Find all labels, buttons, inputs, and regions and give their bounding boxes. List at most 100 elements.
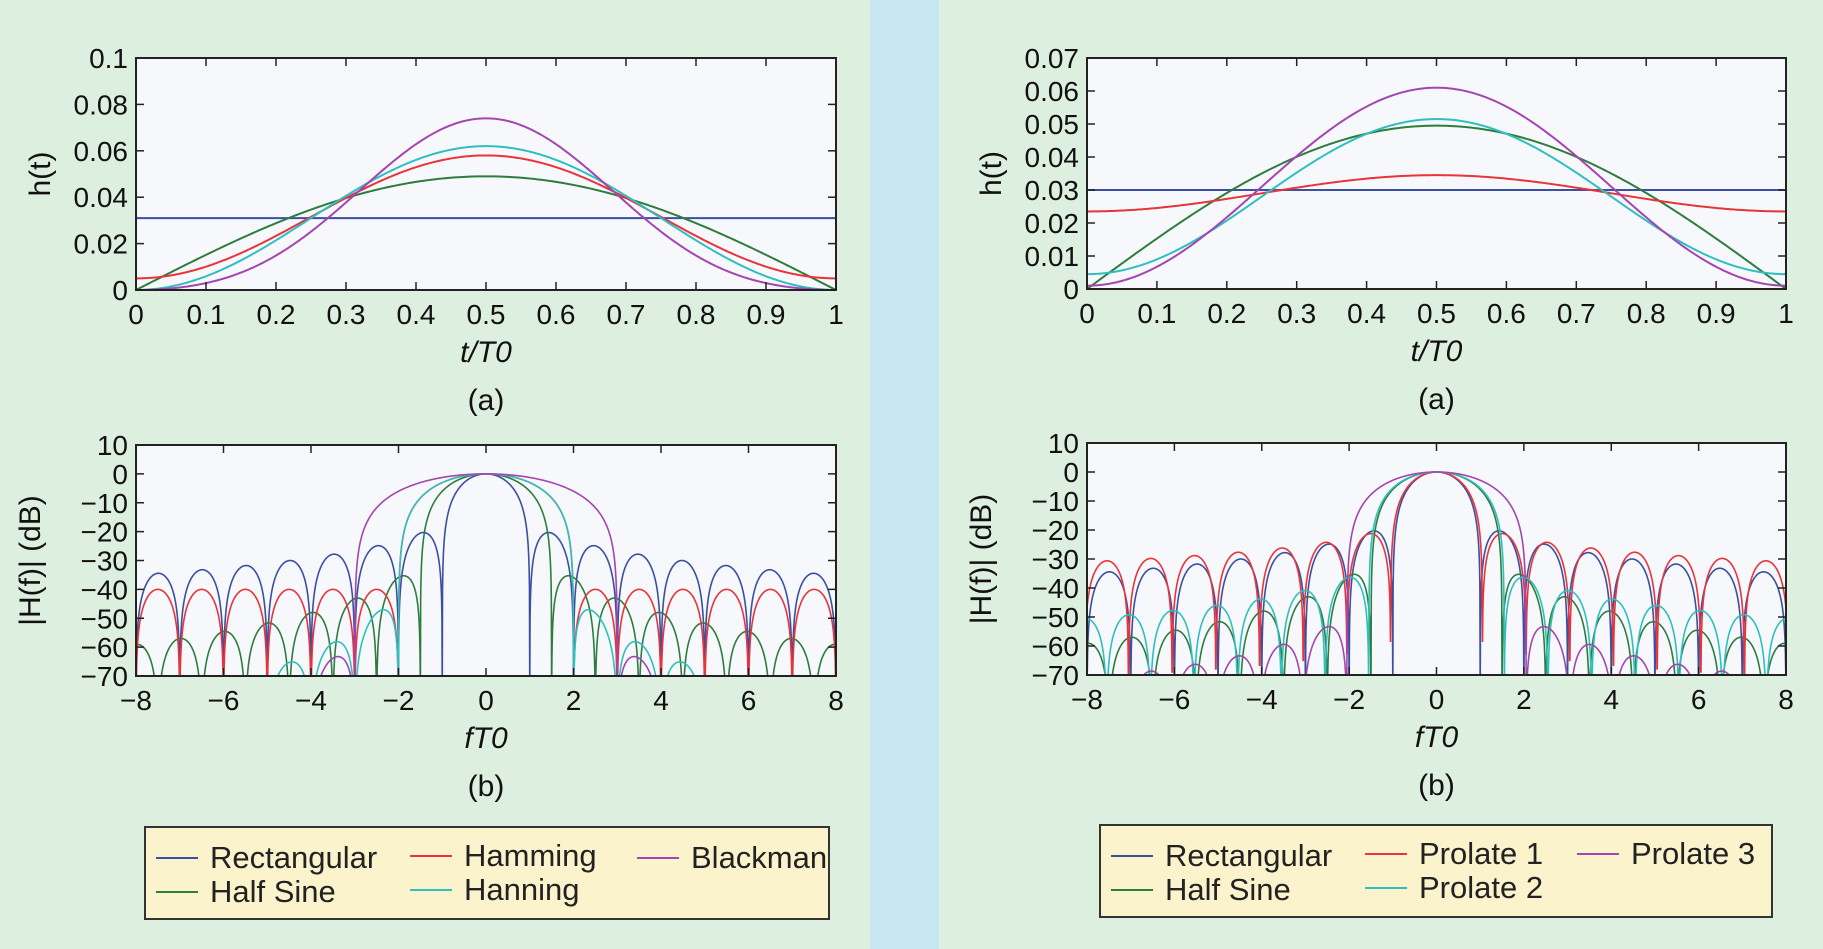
x-tick-label: 0.7 — [607, 299, 646, 330]
legend-label: Half Sine — [210, 874, 336, 909]
y-tick-label: 0.07 — [1025, 43, 1080, 74]
x-tick-label: 0.2 — [257, 299, 296, 330]
y-tick-label: −70 — [1032, 660, 1080, 691]
legend-swatch — [1111, 855, 1153, 857]
legend-label: Hanning — [464, 872, 580, 907]
y-tick-label: −20 — [1032, 515, 1080, 546]
x-tick-label: 0.3 — [327, 299, 366, 330]
x-tick-label: 6 — [741, 685, 757, 716]
x-tick-label: 6 — [1691, 684, 1707, 715]
y-tick-label: −50 — [1032, 602, 1080, 633]
y-tick-label: −30 — [81, 546, 129, 577]
legend-label: Blackman — [691, 840, 828, 875]
x-tick-label: 0 — [1429, 684, 1445, 715]
y-tick-label: 0.08 — [74, 89, 129, 120]
legend-label: Prolate 1 — [1419, 836, 1544, 871]
legend-swatch — [1111, 889, 1153, 891]
x-tick-label: 1 — [1778, 298, 1794, 329]
legend-item-hamming: Hamming — [410, 838, 597, 874]
x-tick-label: −2 — [1333, 684, 1365, 715]
legend-item-hanning: Hanning — [410, 872, 579, 908]
legend-label: Hamming — [464, 838, 597, 873]
x-tick-label: −6 — [1158, 684, 1190, 715]
subplot-caption: (b) — [468, 770, 505, 803]
x-tick-label: 0 — [1079, 298, 1095, 329]
legend-swatch — [410, 889, 452, 891]
legend-item-half-sine: Half Sine — [1111, 872, 1291, 908]
y-tick-label: 0 — [1063, 457, 1079, 488]
chart-2: −8 −6 −4 −2 0 2 4 6 8100−10−20−30−40−50−60−70fT0… — [14, 430, 844, 803]
legend-swatch — [1577, 853, 1619, 855]
y-tick-label: −20 — [81, 517, 129, 548]
x-tick-label: 2 — [1516, 684, 1532, 715]
x-axis-label: t/T0 — [460, 336, 512, 369]
legend-swatch — [1365, 853, 1407, 855]
x-tick-label: 4 — [653, 685, 669, 716]
panel-divider — [870, 0, 939, 949]
y-tick-label: 0.03 — [1025, 175, 1080, 206]
x-tick-label: 0.5 — [467, 299, 506, 330]
subplot-caption: (b) — [1418, 769, 1455, 802]
left-legend: Rectangular Hamming Blackman Half Sine H… — [144, 826, 830, 920]
x-tick-label: 4 — [1603, 684, 1619, 715]
y-axis-label: h(t) — [975, 151, 1008, 196]
legend-item-blackman: Blackman — [637, 840, 827, 876]
legend-swatch — [1365, 887, 1407, 889]
x-axis-label: fT0 — [464, 722, 508, 755]
y-tick-label: 0.06 — [1025, 76, 1080, 107]
legend-label: Prolate 3 — [1631, 836, 1756, 871]
y-tick-label: 0.1 — [89, 43, 128, 74]
plot-area — [1087, 443, 1786, 675]
x-tick-label: 0.1 — [1137, 298, 1176, 329]
plot-area — [1087, 58, 1786, 289]
y-tick-label: 10 — [1048, 428, 1079, 459]
x-tick-label: 0.6 — [537, 299, 576, 330]
x-tick-label: 0.4 — [1347, 298, 1386, 329]
y-tick-label: −60 — [81, 632, 129, 663]
legend-item-prolate-1: Prolate 1 — [1365, 836, 1543, 872]
y-tick-label: −60 — [1032, 631, 1080, 662]
x-tick-label: 8 — [1778, 684, 1794, 715]
chart-1: 0 0.1 0.2 0.3 0.4 0.5 0.6 0.7 0.8 0.9 1 0 0.02 0.04 0.… — [24, 43, 844, 417]
x-tick-label: 0 — [128, 299, 144, 330]
x-tick-label: 0.1 — [187, 299, 226, 330]
y-tick-label: −50 — [81, 603, 129, 634]
y-tick-label: 0.02 — [1025, 208, 1080, 239]
series-prolate-3 — [1087, 86, 1786, 287]
subplot-caption: (a) — [1418, 383, 1455, 416]
series-prolate-3 — [1142, 471, 1731, 675]
x-tick-label: −6 — [208, 685, 240, 716]
y-tick-label: 10 — [97, 430, 128, 461]
x-tick-label: 2 — [566, 685, 582, 716]
y-tick-label: −70 — [81, 661, 129, 692]
x-tick-label: 0.7 — [1557, 298, 1596, 329]
series-half-sine — [1087, 124, 1786, 289]
x-tick-label: 0.2 — [1207, 298, 1246, 329]
series-hanning — [136, 145, 836, 290]
legend-item-prolate-2: Prolate 2 — [1365, 870, 1543, 906]
y-tick-label: 0.06 — [74, 136, 129, 167]
x-tick-label: 0.4 — [397, 299, 436, 330]
x-tick-label: 0.8 — [1627, 298, 1666, 329]
plot-area — [136, 445, 836, 676]
x-tick-label: 0.6 — [1487, 298, 1526, 329]
series-half-sine — [136, 175, 836, 290]
y-tick-label: 0.05 — [1025, 109, 1080, 140]
chart-3: 0 0.1 0.2 0.3 0.4 0.5 0.6 0.7 0.8 0.9 100.010.020.… — [975, 43, 1794, 416]
right-legend: Rectangular Prolate 1 Prolate 3 Half Sin… — [1099, 824, 1773, 918]
legend-swatch — [156, 857, 198, 859]
y-tick-label: −40 — [81, 574, 129, 605]
legend-label: Rectangular — [210, 840, 378, 875]
legend-swatch — [410, 855, 452, 857]
x-tick-label: 0.8 — [677, 299, 716, 330]
x-tick-label: 0.3 — [1277, 298, 1316, 329]
x-axis-label: fT0 — [1415, 721, 1459, 754]
legend-item-prolate-3: Prolate 3 — [1577, 836, 1755, 872]
x-axis-label: t/T0 — [1411, 335, 1463, 368]
y-tick-label: 0 — [1063, 274, 1079, 305]
x-tick-label: 0.5 — [1417, 298, 1456, 329]
series-prolate-1 — [1087, 174, 1786, 213]
x-tick-label: 0.9 — [1697, 298, 1736, 329]
